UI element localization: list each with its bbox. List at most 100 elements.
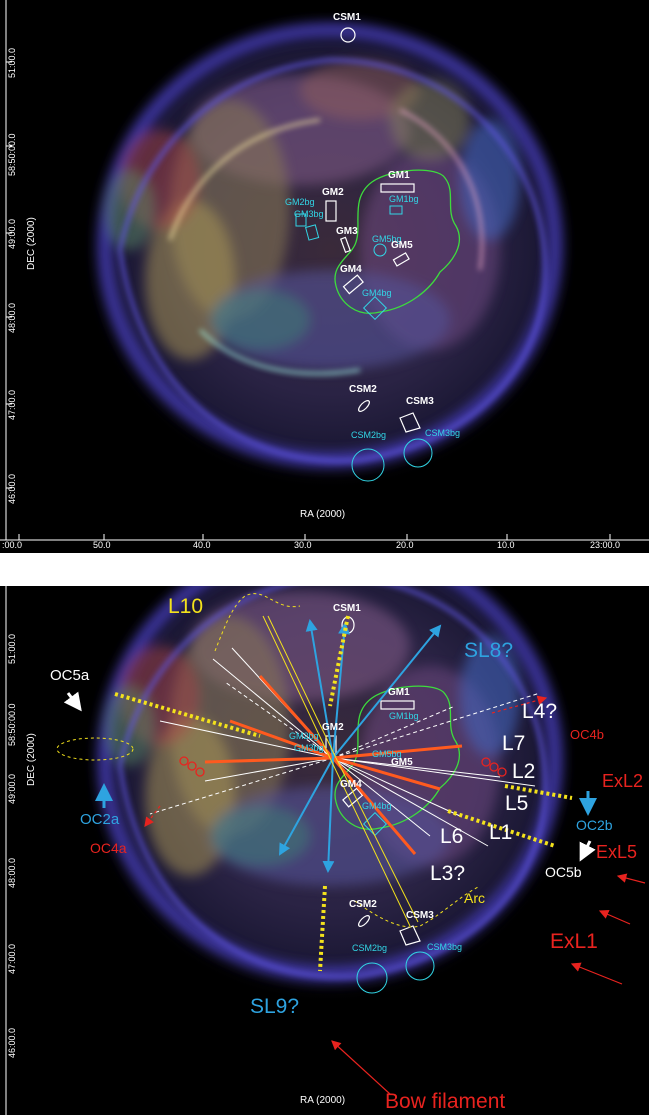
top-y-axis-label: DEC (2000) <box>26 217 37 270</box>
red-arrows <box>144 695 646 1095</box>
top-y-tick-3: 48:00.0 <box>7 302 17 333</box>
top-y-tick-2: 49:00.0 <box>7 218 17 249</box>
top-gm1bg-region <box>389 205 403 215</box>
top-x-tick-0: :00.0 <box>2 540 23 550</box>
label-exl5: ExL5 <box>596 842 638 862</box>
bottom-y-tick-5: 46:00.0 <box>7 1027 17 1058</box>
bottom-gm1-region <box>380 700 415 710</box>
label-l2: L2 <box>512 760 536 783</box>
label-l4: L4? <box>522 700 558 723</box>
bottom-gm4-label: GM4 <box>340 779 362 790</box>
bottom-gm3bg-label: GM3bg <box>294 743 324 753</box>
top-csm1-label: CSM1 <box>333 12 361 23</box>
label-sl9: SL9? <box>250 995 300 1018</box>
bottom-csm3-region <box>399 925 421 946</box>
label-arc: Arc <box>464 890 485 906</box>
top-gm4-region <box>342 274 364 295</box>
top-x-tick-2: 40.0 <box>193 540 211 550</box>
top-csm3-label: CSM3 <box>406 396 434 407</box>
bottom-csm2-label: CSM2 <box>349 899 377 910</box>
label-l7: L7 <box>502 732 526 755</box>
label-l1: L1 <box>489 821 513 844</box>
bottom-csm3-label: CSM3 <box>406 910 434 921</box>
label-l6: L6 <box>440 825 464 848</box>
top-y-tick-5: 46:00.0 <box>7 473 17 504</box>
label-l3: L3? <box>430 862 466 885</box>
top-csm3bg-region <box>403 438 433 468</box>
top-x-axis-label: RA (2000) <box>300 509 346 520</box>
top-csm3-region <box>399 412 421 433</box>
top-x-tick-1: 50.0 <box>93 540 111 550</box>
top-gm5bg-region <box>373 243 387 257</box>
top-gm4-label: GM4 <box>340 264 362 275</box>
yellow-dotted-lines <box>114 615 573 972</box>
bottom-csm2bg-region <box>356 962 388 994</box>
bottom-gm2-label: GM2 <box>322 722 344 733</box>
top-contour <box>334 169 461 314</box>
top-gm2-label: GM2 <box>322 187 344 198</box>
bottom-gm4bg-region <box>362 811 388 837</box>
label-oc2a: OC2a <box>80 811 120 828</box>
top-gm2-region <box>325 200 337 222</box>
bottom-gm2bg-label: GM2bg <box>289 731 319 741</box>
bottom-y-tick-0: 51:00.0 <box>7 633 17 664</box>
top-gm5-region <box>392 252 410 267</box>
top-y-tick-4: 47:00.0 <box>7 389 17 420</box>
bottom-gm5bg-label: GM5bg <box>372 749 402 759</box>
top-remnant-image <box>0 0 649 541</box>
top-gm4bg-region <box>362 295 388 321</box>
bottom-csm1-label: CSM1 <box>333 603 361 614</box>
bottom-csm3bg-region <box>405 951 435 981</box>
bottom-y-axis-label: DEC (2000) <box>26 733 37 786</box>
top-gm3-region <box>339 236 351 254</box>
bottom-y-tick-4: 47:00.0 <box>7 943 17 974</box>
bottom-y-tick-1: 58:50:00.0 <box>7 703 17 746</box>
label-sl8: SL8? <box>464 639 514 662</box>
label-exl2: ExL2 <box>602 771 644 791</box>
red-circles <box>179 756 507 777</box>
bottom-gm5-label: GM5 <box>391 757 413 768</box>
top-csm2bg-region <box>351 448 385 482</box>
top-csm1-region <box>340 27 356 43</box>
top-csm2bg-label: CSM2bg <box>351 430 387 440</box>
top-gm2bg-label: GM2bg <box>285 197 315 207</box>
top-x-tick-3: 30.0 <box>294 540 312 550</box>
bottom-csm2-region <box>358 915 370 927</box>
bottom-csm3bg-label: CSM3bg <box>427 942 463 952</box>
label-l5: L5 <box>505 792 529 815</box>
yellow-double-lines <box>262 615 419 927</box>
yellow-dashed-curves <box>56 593 481 928</box>
label-oc5b: OC5b <box>545 864 582 880</box>
bottom-gm1-label: GM1 <box>388 687 410 698</box>
bottom-y-tick-3: 48:00.0 <box>7 857 17 888</box>
top-gm4bg-label: GM4bg <box>362 288 392 298</box>
bottom-gm4-region <box>342 787 364 808</box>
label-exl1: ExL1 <box>550 930 598 953</box>
top-y-tick-1: 58:50:00.0 <box>7 133 17 176</box>
bottom-csm2bg-label: CSM2bg <box>352 943 388 953</box>
top-x-tick-5: 10.0 <box>497 540 515 550</box>
top-gm1-label: GM1 <box>388 170 410 181</box>
top-axis-ticks <box>6 61 611 540</box>
bottom-y-tick-2: 49:00.0 <box>7 773 17 804</box>
top-gm3bg-region <box>305 224 320 241</box>
label-oc2b: OC2b <box>576 817 613 833</box>
white-dashed-lines <box>149 681 541 815</box>
label-l10: L10 <box>168 595 204 618</box>
top-csm2-region <box>358 400 370 412</box>
bottom-gm4bg-label: GM4bg <box>362 801 392 811</box>
marker-arrows <box>63 691 597 862</box>
white-projection-lines <box>159 647 536 847</box>
top-x-tick-4: 20.0 <box>396 540 414 550</box>
bottom-x-axis-label: RA (2000) <box>300 1095 346 1106</box>
top-gm5bg-label: GM5bg <box>372 234 402 244</box>
bottom-contour <box>334 685 461 830</box>
bottom-gm1bg-label: GM1bg <box>389 711 419 721</box>
top-x-tick-6: 23:00.0 <box>590 540 621 550</box>
label-oc5a: OC5a <box>50 667 90 684</box>
bottom-annotated-image-panel: L10 SL8? OC5a L4? OC4b L7 L2 ExL2 OC2a O… <box>0 586 649 1115</box>
red-projection-lines <box>204 675 463 855</box>
label-bow-filament: Bow filament <box>385 1090 506 1113</box>
bottom-remnant-image <box>5 586 646 1115</box>
top-xray-image-panel: CSM1 GM1 GM1bg GM2 GM2bg GM3bg GM3 GM5bg… <box>0 0 649 553</box>
